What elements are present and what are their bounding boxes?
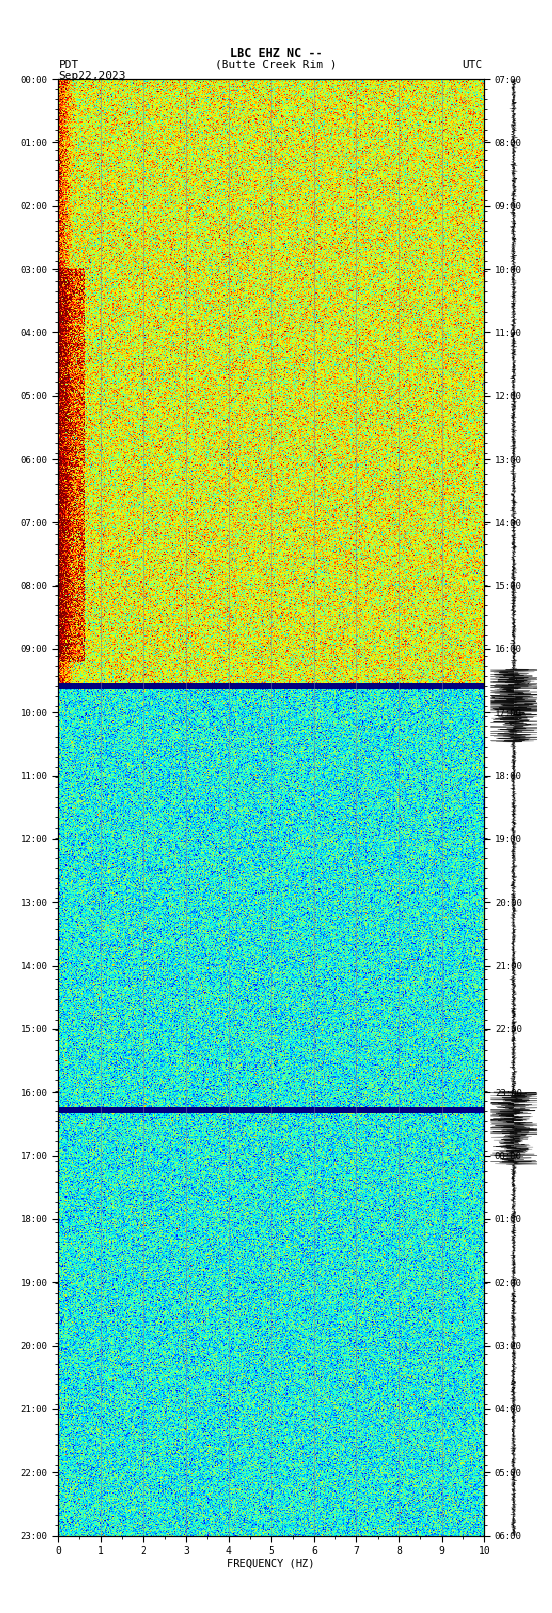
Text: LBC EHZ NC --: LBC EHZ NC --: [230, 47, 322, 60]
Text: PDT: PDT: [59, 60, 79, 69]
Text: UTC: UTC: [462, 60, 482, 69]
X-axis label: FREQUENCY (HZ): FREQUENCY (HZ): [227, 1558, 315, 1569]
Text: USGS: USGS: [10, 19, 42, 29]
Text: Sep22,2023: Sep22,2023: [59, 71, 126, 81]
Text: (Butte Creek Rim ): (Butte Creek Rim ): [215, 60, 337, 69]
